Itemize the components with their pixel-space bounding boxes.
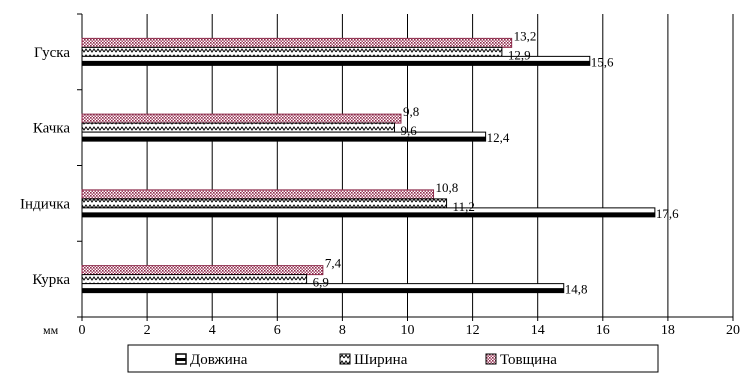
bar	[81, 265, 324, 276]
x-tick-label: 12	[466, 323, 480, 338]
bar	[81, 37, 513, 48]
category-label: Курка	[32, 272, 70, 288]
x-tick-label: 20	[726, 323, 740, 338]
x-tick-label: 8	[339, 323, 346, 338]
bar	[81, 55, 591, 66]
data-label: 10,8	[436, 180, 459, 195]
data-label: 9,6	[400, 123, 417, 138]
bar	[81, 46, 503, 57]
data-label: 6,9	[313, 275, 329, 290]
legend-item: Ширина	[339, 352, 408, 368]
x-tick-label: 0	[79, 323, 86, 338]
bar	[81, 198, 448, 209]
legend-swatch	[175, 353, 187, 365]
category-label: Качка	[33, 121, 70, 137]
bar	[81, 131, 487, 142]
data-label: 7,4	[325, 256, 342, 271]
data-label: 13,2	[514, 28, 537, 43]
bar	[81, 113, 402, 124]
legend: Довжина Ширина Товщина	[127, 344, 659, 373]
x-tick-label: 2	[144, 323, 151, 338]
data-labels: 7,4 6,9 14,8 10,8 11,2 17,6 9,8 9,6 12,4 13,2 12,9…	[313, 28, 680, 296]
bar	[81, 122, 395, 133]
bar	[81, 274, 308, 285]
legend-box	[127, 344, 659, 373]
data-label: 14,8	[565, 282, 588, 297]
data-label: 11,2	[453, 199, 475, 214]
data-label: 17,6	[656, 206, 679, 221]
category-labels: Курка Індичка Качка Гуска	[20, 45, 70, 288]
x-unit-label: мм	[43, 323, 59, 337]
x-tick-label: 4	[209, 323, 216, 338]
x-tick-label: 10	[401, 323, 415, 338]
data-label: 12,9	[508, 47, 531, 62]
legend-item: Довжина	[175, 352, 248, 368]
legend-swatch	[339, 353, 351, 365]
legend-item: Товщина	[485, 352, 557, 368]
x-tick-label: 6	[274, 323, 281, 338]
x-tick-label: 14	[531, 323, 545, 338]
tick-labels: 0 2 4 6 8 10 12 14 16 18 20 мм	[43, 323, 740, 338]
data-label: 15,6	[591, 54, 614, 69]
bar	[81, 189, 435, 200]
x-tick-label: 18	[661, 323, 675, 338]
bars	[81, 37, 656, 294]
x-tick-label: 16	[596, 323, 610, 338]
bar	[81, 283, 565, 294]
category-label: Гуска	[34, 45, 70, 61]
data-label: 9,8	[403, 104, 419, 119]
legend-swatch	[485, 353, 497, 365]
bar	[81, 207, 656, 218]
legend-label: Довжина	[190, 352, 248, 368]
data-label: 12,4	[487, 130, 510, 145]
legend-label: Ширина	[354, 352, 408, 368]
category-label: Індичка	[20, 196, 70, 212]
legend-label: Товщина	[500, 352, 557, 368]
